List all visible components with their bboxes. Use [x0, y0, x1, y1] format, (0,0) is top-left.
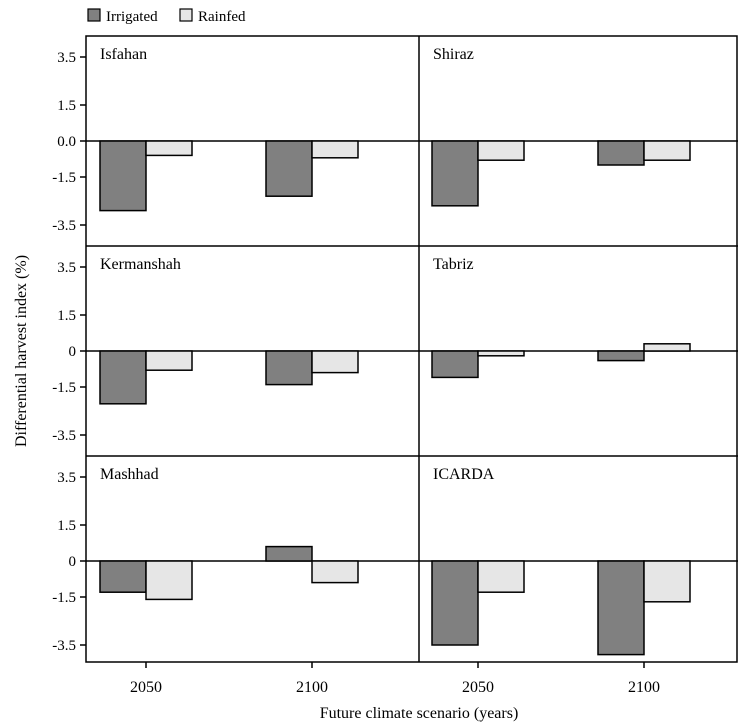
x-axis: 2050 2100 2050 2100 [130, 662, 660, 696]
legend-swatch-irrigated [87, 8, 101, 22]
panel-isfahan: Isfahan 3.5 1.5 0.0 -1.5 -3.5 [52, 46, 419, 234]
bar-irrigated-2100 [265, 140, 313, 197]
bar-rainfed-2050 [145, 140, 193, 157]
y-axis-title: Differential harvest index (%) [13, 255, 30, 447]
bar-irrigated-2050 [431, 140, 479, 207]
bar-irrigated-2100 [265, 545, 313, 562]
plot-frame [85, 35, 738, 663]
panel-icarda: ICARDA [419, 466, 738, 656]
y-tick-label: -1.5 [52, 590, 76, 606]
y-tick-label: 1.5 [57, 308, 76, 324]
panel-label: Mashhad [100, 466, 159, 483]
y-tick-label: -3.5 [52, 638, 76, 654]
bar-irrigated-2100 [597, 350, 645, 362]
bar-rainfed-2100 [311, 140, 359, 159]
bar-rainfed-2100 [643, 560, 691, 603]
panel-label: ICARDA [433, 466, 495, 483]
x-tick-label: 2050 [462, 679, 494, 696]
x-tick-label: 2100 [296, 679, 328, 696]
panel-shiraz: Shiraz [419, 46, 738, 207]
panels: Isfahan 3.5 1.5 0.0 -1.5 -3.5 Shiraz Kermanshah… [52, 46, 738, 656]
bar-rainfed-2050 [477, 350, 525, 357]
legend-swatch-rainfed [179, 8, 193, 22]
legend-label-rainfed: Rainfed [198, 9, 246, 25]
y-tick-label: 0.0 [57, 134, 76, 150]
panel-tabriz: Tabriz [419, 256, 738, 379]
bar-irrigated-2050 [99, 140, 147, 212]
panel-mashhad: Mashhad 3.5 1.5 0 -1.5 -3.5 [52, 466, 419, 654]
x-axis-title: Future climate scenario (years) [320, 705, 519, 722]
y-tick-label: -1.5 [52, 170, 76, 186]
x-tick-label: 2050 [130, 679, 162, 696]
y-tick-label: -3.5 [52, 218, 76, 234]
panel-kermanshah: Kermanshah 3.5 1.5 0 -1.5 -3.5 [52, 256, 419, 444]
legend: Irrigated Rainfed [87, 8, 246, 25]
bar-rainfed-2050 [477, 140, 525, 161]
bar-rainfed-2050 [145, 350, 193, 371]
panel-label: Tabriz [433, 256, 474, 273]
bar-irrigated-2050 [99, 350, 147, 405]
y-tick-label: 0 [69, 344, 77, 360]
bar-rainfed-2100 [311, 350, 359, 374]
panel-label: Kermanshah [100, 256, 181, 273]
bar-irrigated-2100 [265, 350, 313, 386]
bar-irrigated-2050 [99, 560, 147, 593]
y-tick-label: 0 [69, 554, 77, 570]
bar-rainfed-2100 [311, 560, 359, 584]
outer-frame [85, 35, 738, 663]
y-tick-label: 3.5 [57, 260, 76, 276]
y-tick-label: 1.5 [57, 98, 76, 114]
y-tick-label: 3.5 [57, 50, 76, 66]
y-tick-label: -3.5 [52, 428, 76, 444]
panel-label: Shiraz [433, 46, 474, 63]
y-tick-label: -1.5 [52, 380, 76, 396]
bar-rainfed-2050 [477, 560, 525, 593]
bar-irrigated-2100 [597, 560, 645, 656]
panel-label: Isfahan [100, 46, 147, 63]
bar-irrigated-2050 [431, 350, 479, 379]
legend-label-irrigated: Irrigated [106, 9, 158, 25]
bar-rainfed-2100 [643, 140, 691, 161]
bar-irrigated-2100 [597, 140, 645, 166]
x-tick-label: 2100 [628, 679, 660, 696]
bar-rainfed-2050 [145, 560, 193, 601]
y-tick-label: 1.5 [57, 518, 76, 534]
bar-rainfed-2100 [643, 343, 691, 352]
y-tick-label: 3.5 [57, 470, 76, 486]
bar-irrigated-2050 [431, 560, 479, 646]
